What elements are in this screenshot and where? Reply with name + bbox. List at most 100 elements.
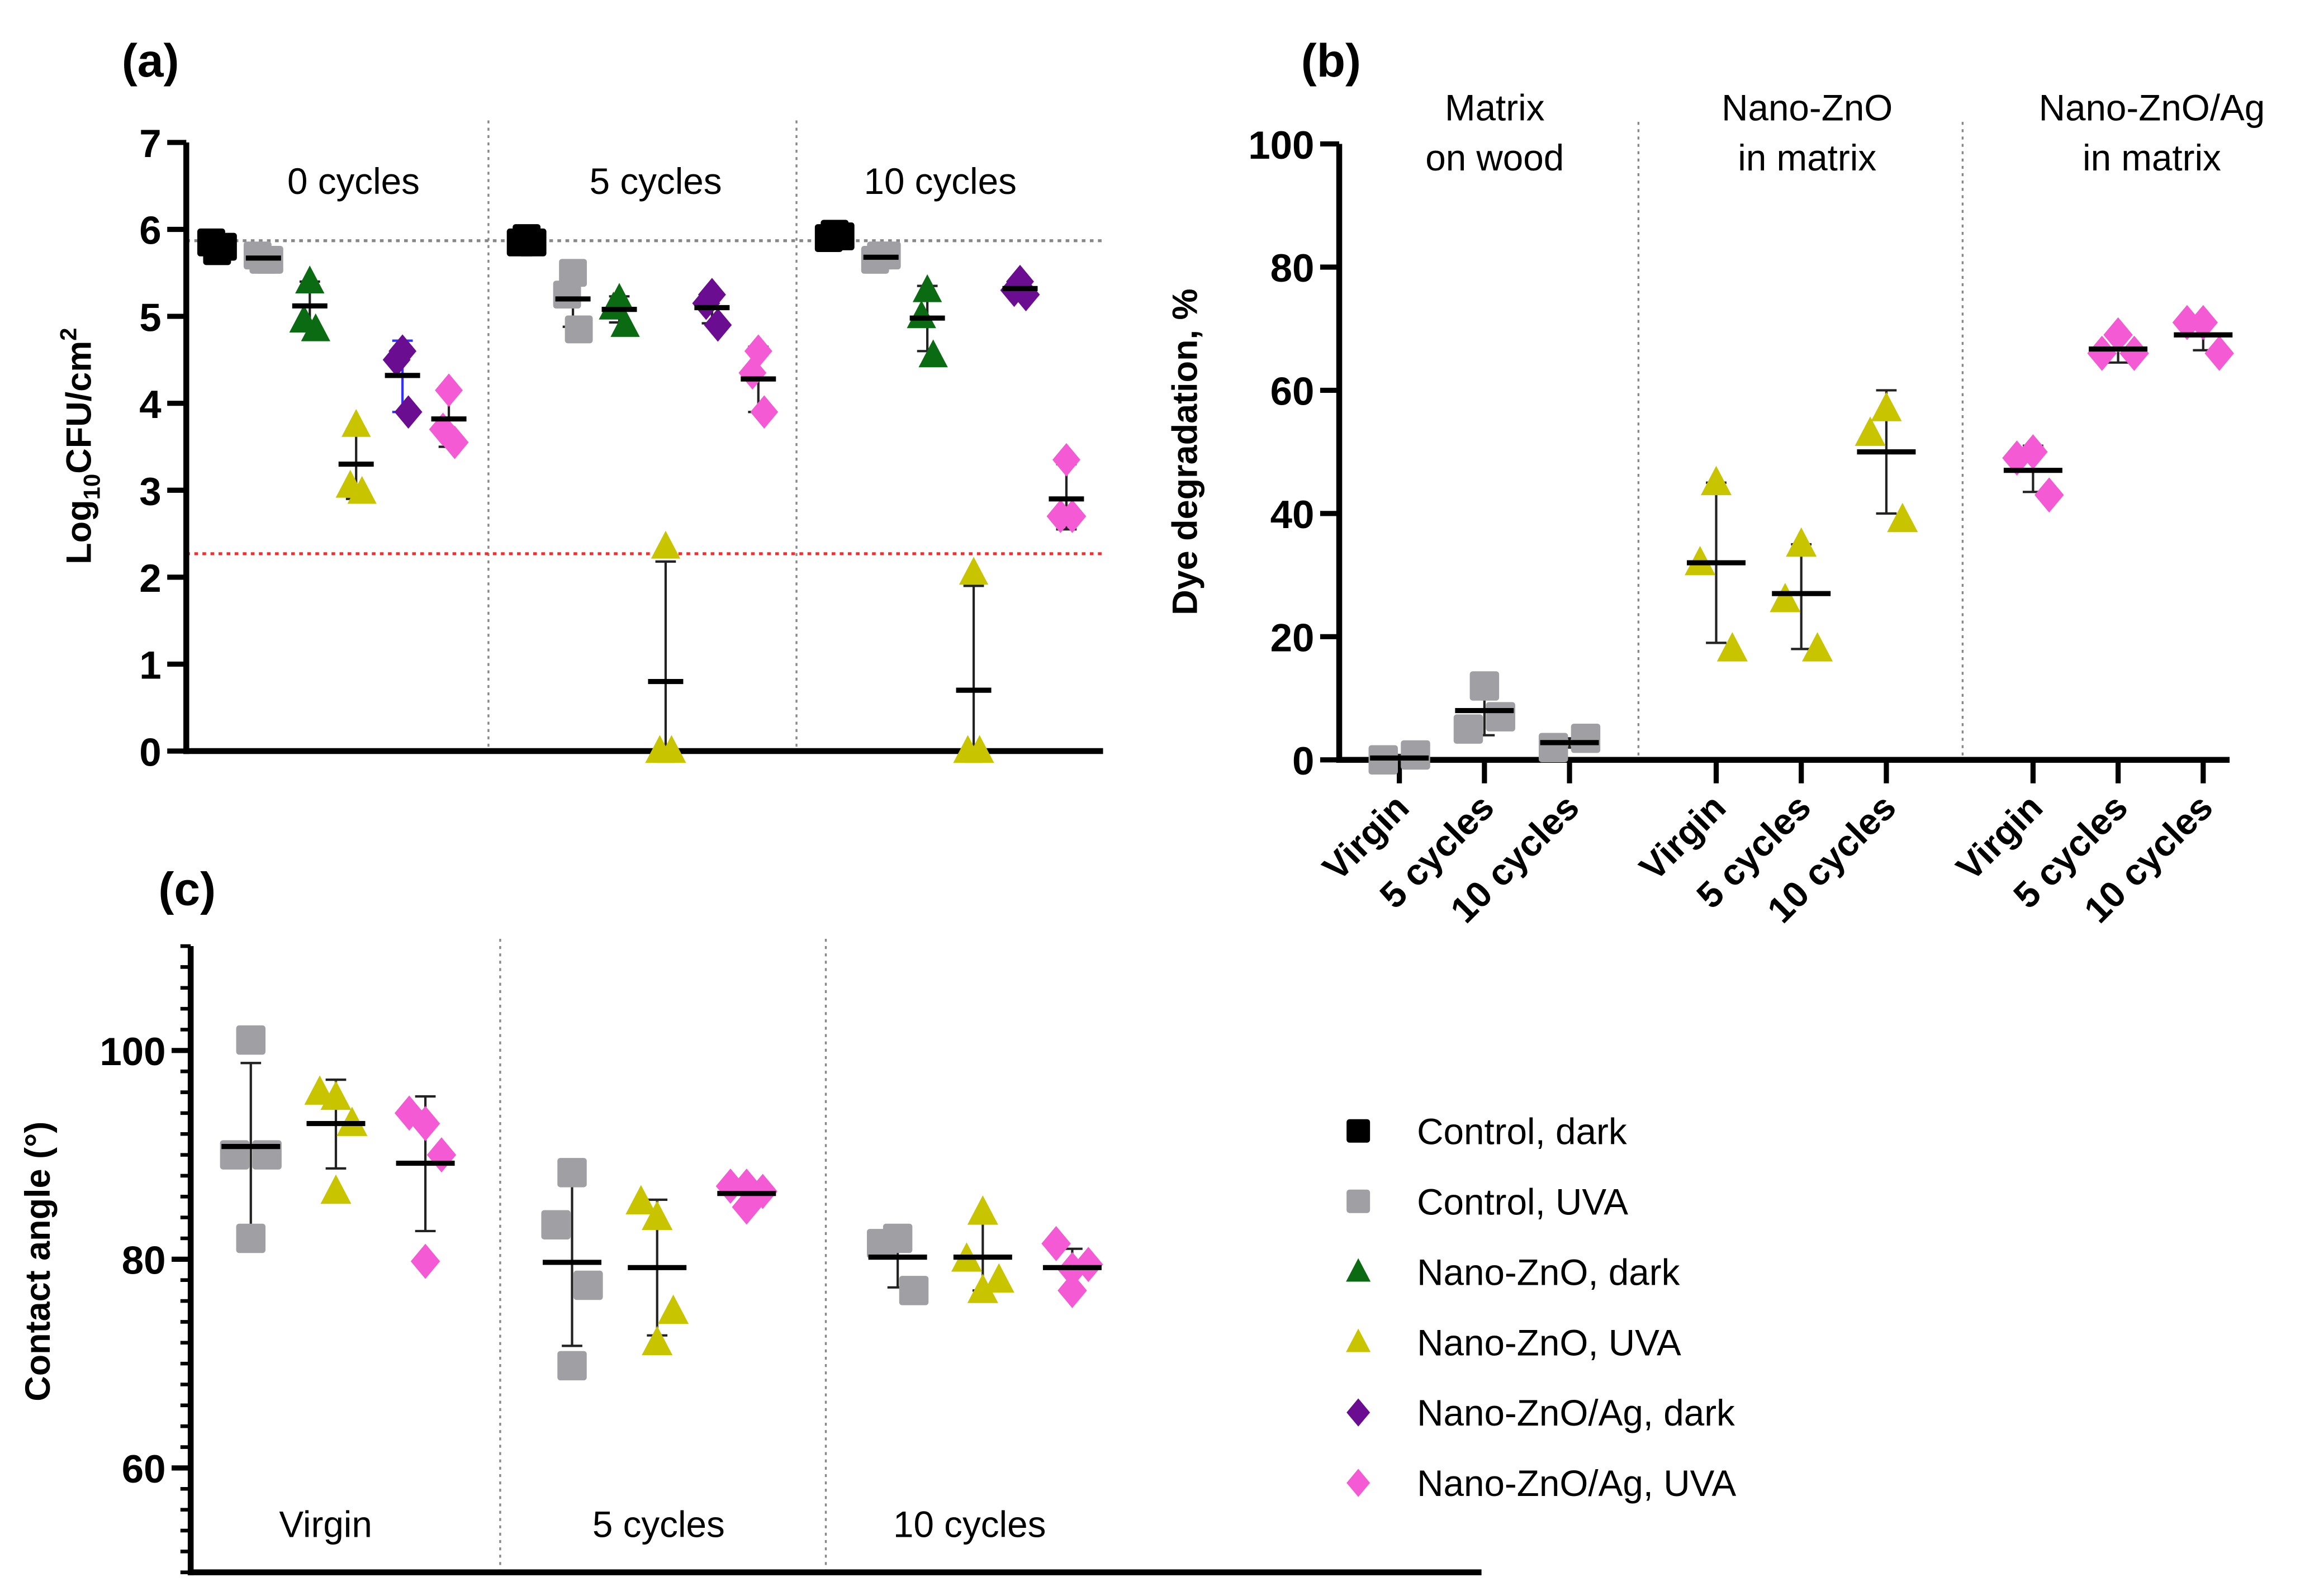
data-group-square [1538, 723, 1601, 762]
legend-label: Nano-ZnO/Ag, UVA [1417, 1463, 1736, 1504]
data-group-diamond [382, 334, 423, 429]
data-point [1887, 502, 1918, 533]
data-group-square [243, 241, 283, 274]
data-point [394, 1095, 424, 1131]
legend-label: Nano-ZnO/Ag, dark [1417, 1393, 1735, 1433]
data-group-square [220, 1025, 282, 1253]
y-tick-label: 100 [99, 1030, 165, 1074]
data-point [1469, 671, 1500, 701]
data-point [1041, 1226, 1071, 1261]
data-point [642, 1326, 673, 1356]
legend-label: Nano-ZnO, UVA [1417, 1322, 1681, 1363]
data-point [382, 343, 411, 377]
data-point [967, 1274, 998, 1303]
data-group-square [1368, 740, 1430, 775]
data-point [750, 395, 779, 429]
data-group-diamond [2002, 434, 2064, 513]
legend-marker-square [1346, 1119, 1370, 1143]
legend-label: Control, UVA [1417, 1181, 1628, 1222]
legend-marker-square [1346, 1189, 1370, 1213]
data-point [899, 1276, 929, 1305]
data-point [301, 313, 330, 341]
data-group-diamond [2087, 317, 2149, 371]
data-point [1453, 714, 1483, 744]
data-point [1786, 527, 1817, 557]
data-point [1571, 723, 1601, 753]
group-title: 5 cycles [592, 1504, 725, 1545]
group-title: Matrix [1445, 88, 1545, 129]
data-point [347, 476, 377, 504]
data-point [732, 1189, 762, 1225]
data-point [304, 1075, 335, 1105]
y-axis-label-part: 2 [55, 327, 81, 340]
data-point [1855, 416, 1886, 446]
y-tick-label: 100 [1248, 124, 1314, 168]
data-point [959, 557, 989, 585]
data-point [1058, 500, 1087, 533]
data-point [1401, 740, 1430, 770]
y-tick-label: 4 [139, 383, 162, 427]
legend-label: Nano-ZnO, dark [1417, 1252, 1680, 1293]
legend-label: Control, dark [1417, 1111, 1627, 1152]
y-tick-label: 2 [139, 557, 161, 601]
y-tick-label: 60 [1270, 370, 1315, 414]
data-point [610, 308, 640, 337]
data-point [573, 1270, 603, 1300]
group-title: Nano-ZnO [1722, 88, 1893, 129]
y-tick-label: 1 [139, 644, 161, 688]
data-point [965, 735, 994, 763]
data-point [625, 1185, 657, 1214]
y-tick-label: 0 [1292, 739, 1314, 783]
legend-marker-diamond [1346, 1398, 1370, 1427]
data-group-triangle [625, 1185, 689, 1356]
data-group-square [861, 241, 901, 274]
data-group-triangle [953, 557, 994, 763]
data-point [559, 259, 587, 287]
data-group-diamond [2172, 305, 2234, 371]
data-point [1716, 632, 1748, 662]
group-title: on wood [1425, 137, 1564, 178]
y-axis-label: Contact angle (°) [18, 1122, 58, 1402]
data-point [342, 408, 371, 437]
y-tick-label: 6 [139, 209, 161, 253]
data-group-triangle [335, 408, 377, 504]
data-point [967, 1195, 998, 1225]
data-point [435, 373, 463, 407]
data-point [557, 1351, 587, 1381]
y-axis-label: Dye degradation, % [1165, 288, 1204, 615]
data-point [1871, 392, 1902, 421]
data-group-square [1453, 671, 1515, 744]
data-group-diamond [738, 334, 779, 429]
data-group-diamond [1000, 264, 1040, 312]
data-point [1486, 702, 1515, 732]
data-point [394, 395, 423, 429]
data-point [2002, 440, 2032, 476]
data-group-square [553, 259, 593, 344]
y-tick-label: 0 [139, 730, 161, 775]
data-group-triangle [1770, 527, 1833, 662]
data-group-triangle [951, 1195, 1014, 1303]
y-axis-label-part: Log [60, 500, 99, 564]
data-group-diamond [394, 1095, 457, 1279]
panel-label: (a) [122, 34, 179, 87]
data-group-triangle [599, 283, 640, 337]
data-group-triangle [1685, 466, 1748, 662]
data-group-square [197, 228, 237, 265]
data-point [557, 1158, 587, 1188]
data-group-diamond [1041, 1226, 1103, 1308]
data-point [320, 1174, 352, 1204]
data-point [541, 1210, 571, 1239]
y-tick-label: 3 [139, 470, 161, 514]
y-axis-label-part: CFU/cm [60, 341, 99, 474]
data-point [1700, 466, 1732, 496]
legend-marker-triangle [1346, 1328, 1371, 1352]
data-point [236, 1025, 266, 1055]
data-point [651, 530, 681, 559]
data-point [426, 1137, 457, 1173]
legend-marker-triangle [1346, 1258, 1371, 1282]
legend-marker-diamond [1346, 1469, 1370, 1497]
data-point [236, 1223, 266, 1253]
data-group-triangle [304, 1075, 368, 1204]
